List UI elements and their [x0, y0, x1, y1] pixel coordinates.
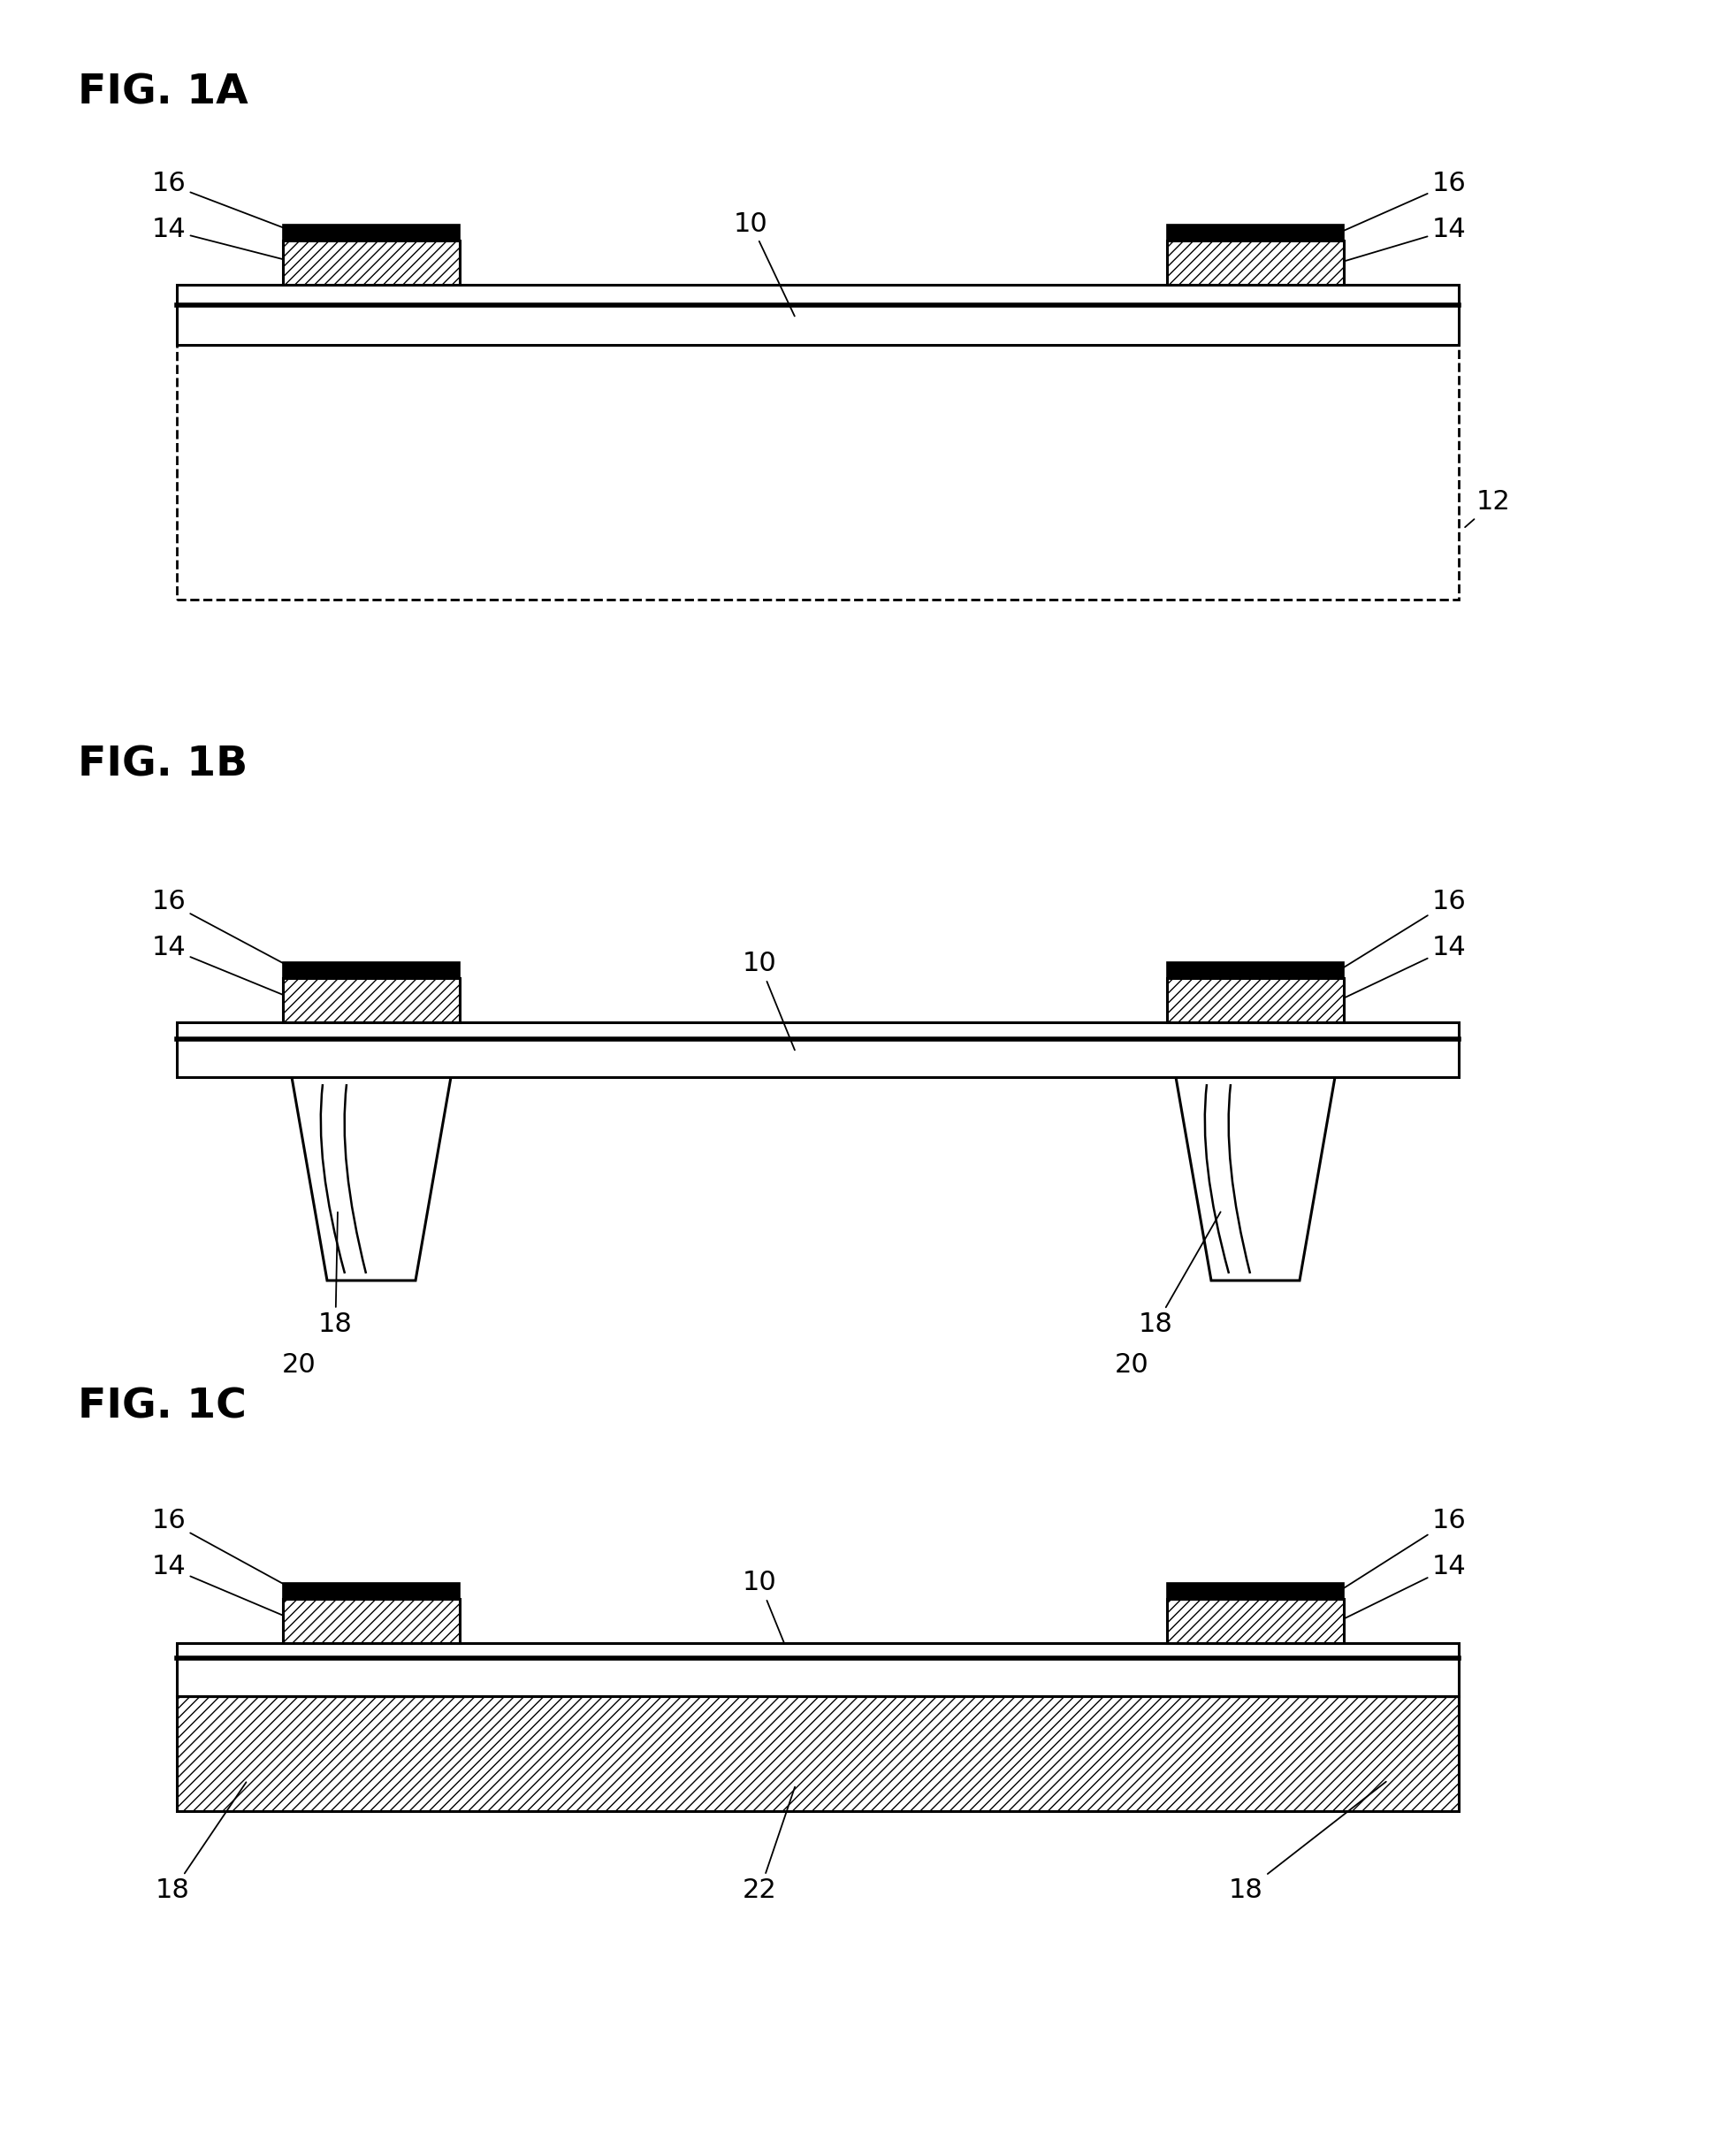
Bar [1167, 224, 1344, 241]
Text: 12: 12 [1465, 489, 1510, 528]
Text: 18: 18 [1229, 1781, 1387, 1904]
Text: 14: 14 [151, 1554, 293, 1619]
Text: 18: 18 [1139, 1212, 1220, 1337]
Text: 10: 10 [734, 211, 795, 317]
Bar [283, 979, 460, 1022]
Bar [177, 338, 1459, 599]
Bar [1167, 962, 1344, 979]
Text: 14: 14 [1342, 1554, 1467, 1619]
Bar [1167, 1600, 1344, 1643]
Text: FIG. 1B: FIG. 1B [77, 746, 247, 785]
Polygon shape [1175, 1078, 1335, 1281]
Text: 16: 16 [151, 170, 293, 231]
Text: 16: 16 [151, 1509, 293, 1589]
Bar [283, 962, 460, 979]
Text: 16: 16 [1342, 170, 1467, 231]
Bar [283, 1583, 460, 1600]
Text: FIG. 1C: FIG. 1C [77, 1386, 247, 1427]
Bar [1167, 979, 1344, 1022]
Text: 16: 16 [1342, 888, 1467, 968]
Bar [283, 224, 460, 241]
Text: 10: 10 [743, 1570, 795, 1669]
Text: 16: 16 [151, 888, 293, 968]
Text: 20: 20 [1114, 1352, 1148, 1378]
Text: 18: 18 [317, 1212, 352, 1337]
Text: 14: 14 [151, 218, 293, 263]
Polygon shape [292, 1078, 451, 1281]
Bar [283, 241, 460, 285]
Text: 14: 14 [1342, 218, 1467, 261]
Bar [1167, 1583, 1344, 1600]
Bar [1167, 241, 1344, 285]
Bar [177, 1643, 1459, 1697]
Text: 14: 14 [1342, 936, 1467, 998]
Text: 18: 18 [156, 1783, 245, 1904]
Text: FIG. 1A: FIG. 1A [77, 73, 249, 114]
Bar [177, 1697, 1459, 1811]
Text: 20: 20 [281, 1352, 316, 1378]
Bar [283, 1600, 460, 1643]
Text: 22: 22 [743, 1787, 795, 1904]
Text: 16: 16 [1342, 1509, 1467, 1589]
Bar [177, 1022, 1459, 1078]
Text: 14: 14 [151, 936, 293, 998]
Bar [177, 285, 1459, 345]
Text: 10: 10 [743, 951, 795, 1050]
